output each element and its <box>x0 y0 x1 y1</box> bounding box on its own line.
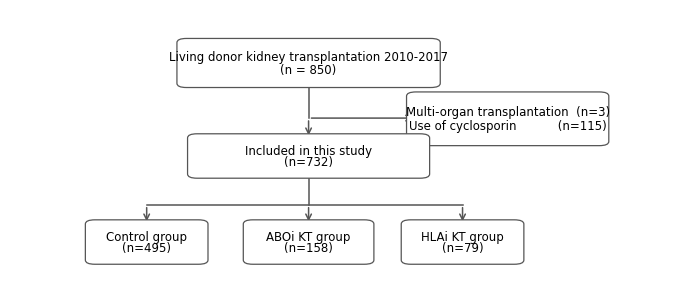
FancyBboxPatch shape <box>401 220 524 264</box>
Text: Included in this study: Included in this study <box>245 145 372 158</box>
Text: (n=495): (n=495) <box>122 242 171 255</box>
Text: (n=732): (n=732) <box>284 156 333 169</box>
FancyBboxPatch shape <box>243 220 374 264</box>
Text: (n = 850): (n = 850) <box>280 64 337 77</box>
FancyBboxPatch shape <box>406 92 609 146</box>
Text: Multi-organ transplantation  (n=3): Multi-organ transplantation (n=3) <box>406 106 610 119</box>
FancyBboxPatch shape <box>177 38 440 88</box>
Text: HLAi KT group: HLAi KT group <box>421 231 504 244</box>
Text: Living donor kidney transplantation 2010-2017: Living donor kidney transplantation 2010… <box>169 51 448 64</box>
FancyBboxPatch shape <box>188 134 429 178</box>
FancyBboxPatch shape <box>86 220 208 264</box>
Text: ABOi KT group: ABOi KT group <box>266 231 351 244</box>
Text: (n=79): (n=79) <box>442 242 484 255</box>
Text: Use of cyclosporin           (n=115): Use of cyclosporin (n=115) <box>409 120 606 133</box>
Text: Control group: Control group <box>106 231 187 244</box>
Text: (n=158): (n=158) <box>284 242 333 255</box>
